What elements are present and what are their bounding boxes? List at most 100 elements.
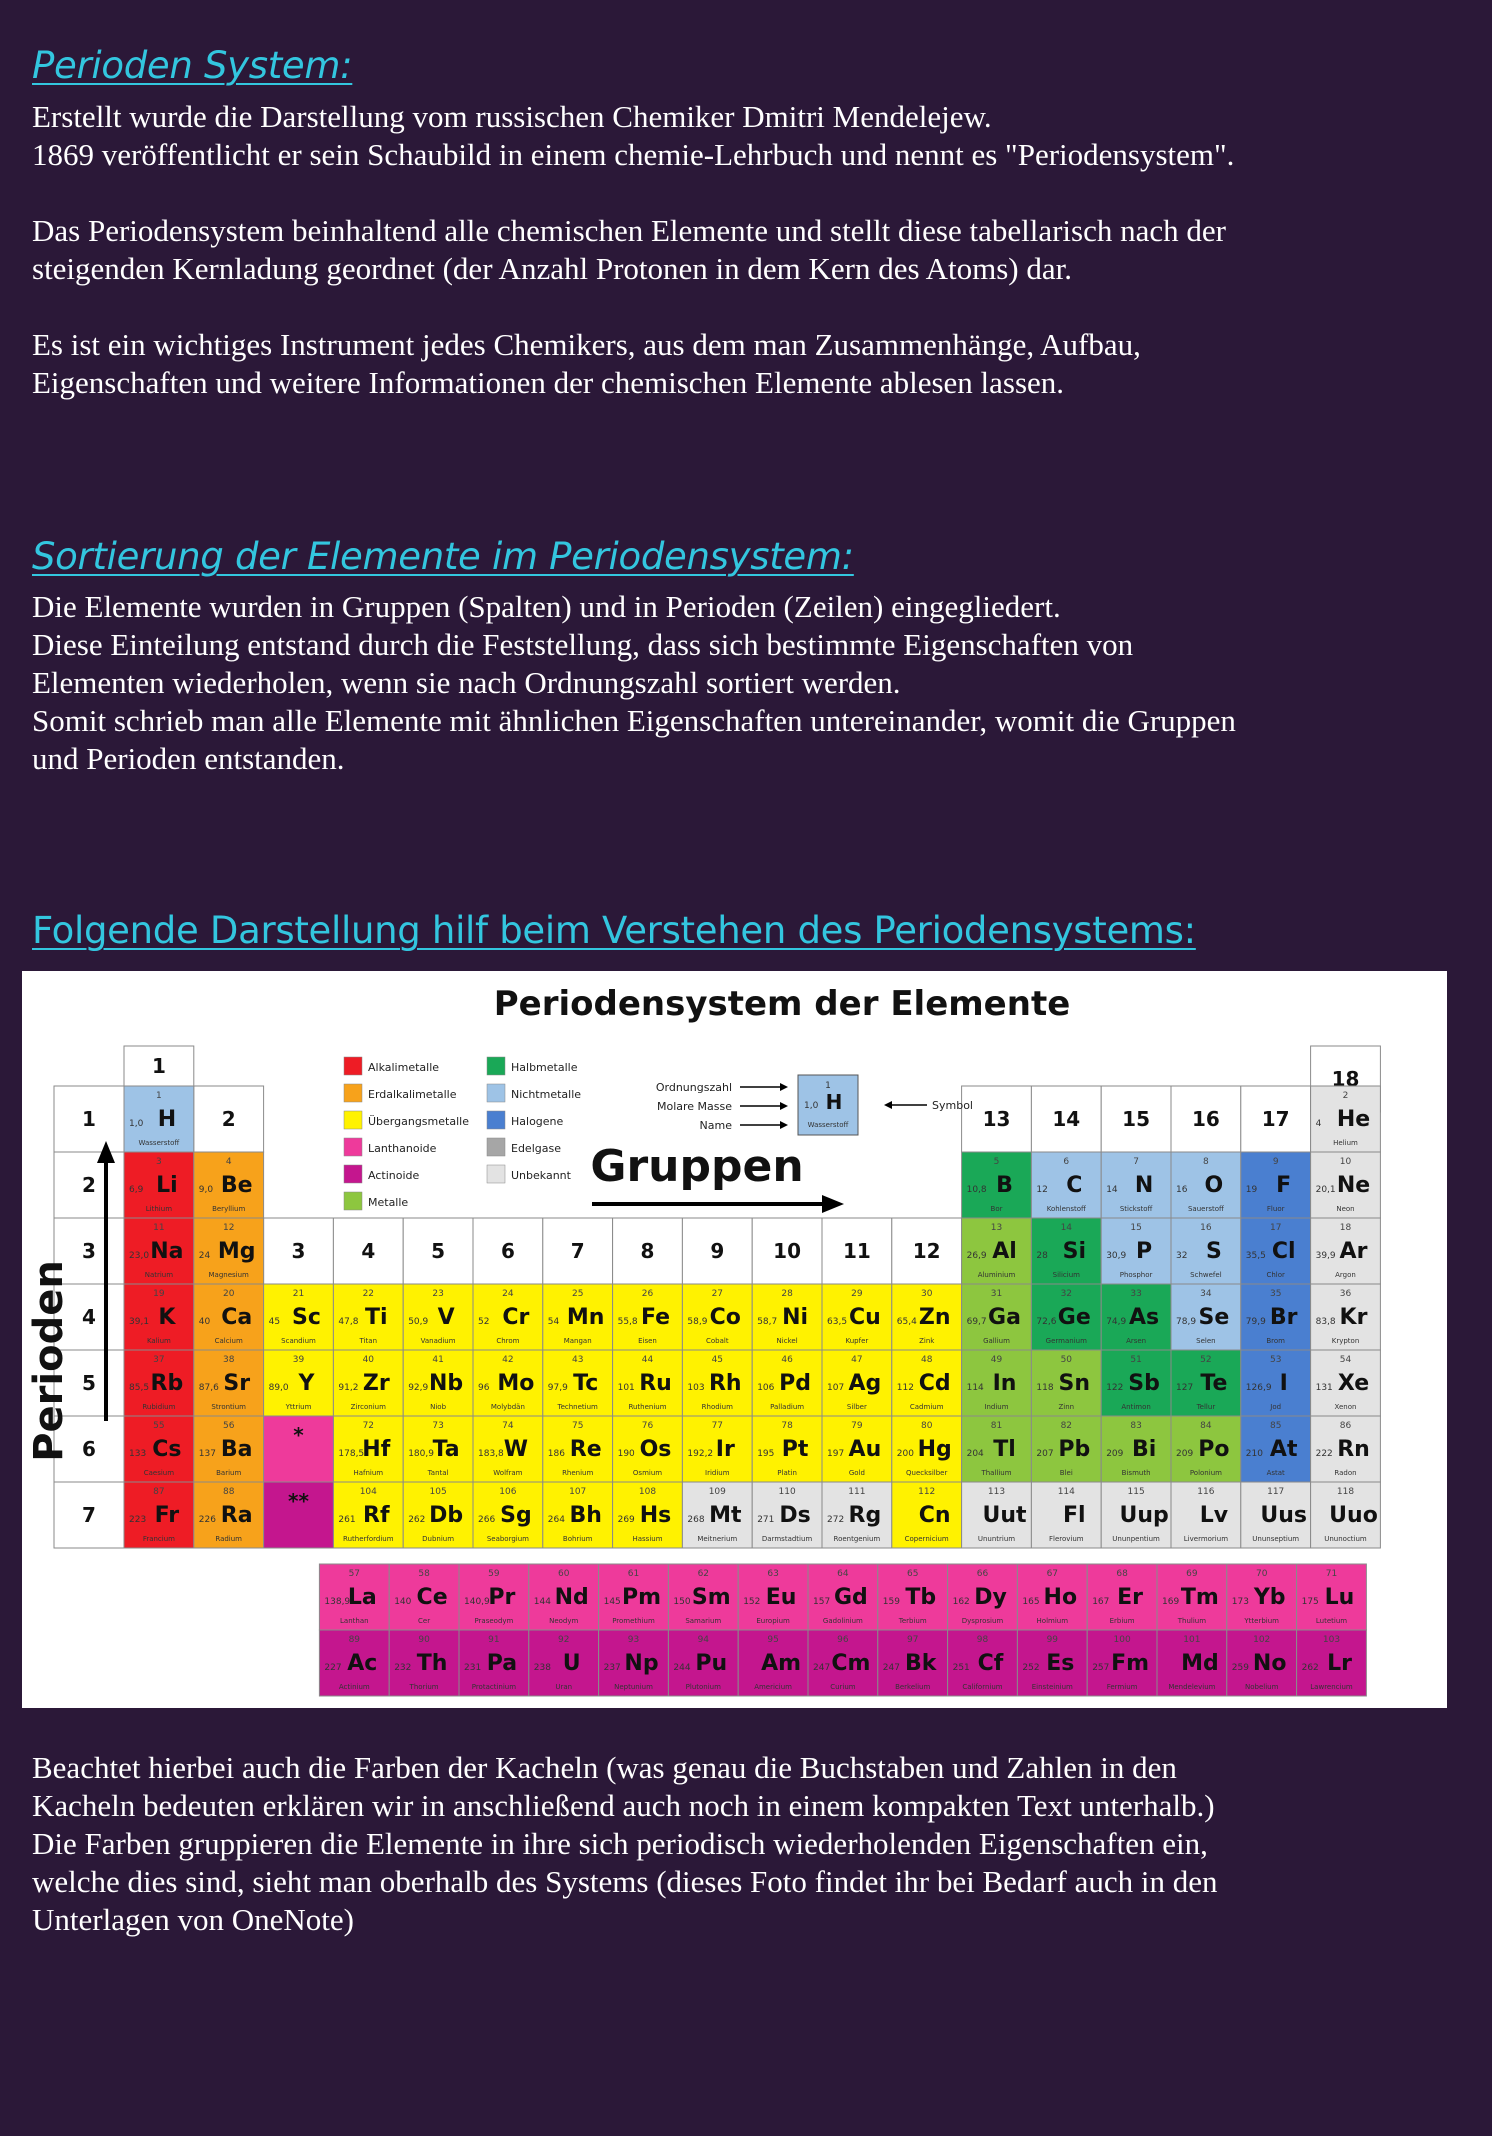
molar-mass: 192,2	[687, 1449, 713, 1459]
key-arrowhead	[780, 1102, 788, 1110]
element-symbol: Rb	[151, 1371, 184, 1396]
molar-mass: 190	[618, 1449, 635, 1459]
atomic-number: 15	[1130, 1223, 1141, 1233]
element-xe-cell: 54 Xe 131 Xenon	[1310, 1349, 1381, 1417]
element-symbol: Cf	[978, 1651, 1004, 1676]
element-symbol: Mo	[497, 1371, 534, 1396]
element-tile	[667, 1563, 739, 1631]
element-symbol: Lu	[1325, 1585, 1355, 1610]
molar-mass: 232	[394, 1663, 411, 1673]
element-bk-cell: 97 Bk 247 Berkelium	[877, 1629, 949, 1697]
element-tile	[1310, 1415, 1381, 1483]
atomic-number: 5	[994, 1157, 1000, 1167]
molar-mass: 140	[394, 1597, 411, 1607]
element-ba-cell: 56 Ba 137 Barium	[193, 1415, 265, 1483]
group-header-cell	[123, 1045, 195, 1087]
element-symbol: Cr	[502, 1305, 529, 1330]
history-text: Erstellt wurde die Darstellung vom russi…	[32, 98, 1234, 402]
element-symbol: Ti	[365, 1305, 388, 1330]
element-ag-cell: 47 Ag 107 Silber	[821, 1349, 893, 1417]
element-tile	[193, 1415, 265, 1483]
element-name: Thallium	[980, 1469, 1011, 1477]
element-tile	[472, 1283, 544, 1351]
notes-text: Beachtet hierbei auch die Farben der Kac…	[32, 1749, 1217, 1939]
key-example-number: 1	[825, 1081, 831, 1091]
element-tile	[1170, 1481, 1242, 1549]
molar-mass: 127	[1176, 1383, 1193, 1393]
atomic-number: 67	[1047, 1569, 1058, 1579]
element-name: Californium	[962, 1683, 1002, 1691]
molar-mass: 152	[743, 1597, 760, 1607]
element-symbol: Sb	[1128, 1371, 1160, 1396]
element-symbol: Am	[761, 1651, 801, 1676]
element-tile	[1100, 1415, 1172, 1483]
element-symbol: Ac	[347, 1651, 377, 1676]
element-name: Yttrium	[285, 1403, 312, 1411]
period-header-cell	[53, 1283, 125, 1351]
atomic-number: 98	[977, 1635, 989, 1645]
legend-label: Lanthanoide	[368, 1142, 437, 1155]
atomic-number: 89	[349, 1635, 361, 1645]
element-ds-cell: 110 Ds 271 Darmstadtium	[751, 1481, 823, 1549]
key-label: Ordnungszahl	[656, 1081, 732, 1094]
atomic-number: 24	[502, 1289, 514, 1299]
element-name: Lithium	[146, 1205, 172, 1213]
legend-swatch	[486, 1083, 506, 1103]
element-name: Plutonium	[686, 1683, 721, 1691]
molar-mass: 87,6	[199, 1383, 219, 1393]
element-symbol: Hg	[918, 1437, 952, 1462]
atomic-number: 107	[569, 1487, 586, 1497]
element-tile	[807, 1629, 879, 1697]
atomic-number: 117	[1267, 1487, 1284, 1497]
molar-mass: 252	[1022, 1663, 1039, 1673]
element-kr-cell: 36 Kr 83,8 Krypton	[1310, 1283, 1381, 1351]
molar-mass: 89,0	[269, 1383, 289, 1393]
molar-mass: 251	[953, 1663, 970, 1673]
element-symbol: Mn	[567, 1305, 605, 1330]
element-bh-cell: 107 Bh 264 Bohrium	[542, 1481, 614, 1549]
element-tile	[528, 1563, 600, 1631]
legend-label: Nichtmetalle	[511, 1088, 581, 1101]
element-tile	[1296, 1563, 1367, 1631]
legend-label: Alkalimetalle	[368, 1061, 439, 1074]
element-nd-cell: 60 Nd 144 Neodym	[528, 1563, 600, 1631]
element-tile	[388, 1629, 460, 1697]
element-po-cell: 84 Po 209 Polonium	[1170, 1415, 1242, 1483]
element-name: Arsen	[1126, 1337, 1146, 1345]
molar-mass: 114	[967, 1383, 984, 1393]
element-name: Quecksilber	[906, 1469, 947, 1477]
element-name: Ytterbium	[1243, 1617, 1279, 1625]
element-symbol: Eu	[766, 1585, 797, 1610]
atomic-number: 72	[363, 1421, 374, 1431]
element-lu-cell: 71 Lu 175 Lutetium	[1296, 1563, 1367, 1631]
element-tile	[1030, 1151, 1102, 1219]
element-tc-cell: 43 Tc 97,9 Technetium	[542, 1349, 614, 1417]
atomic-number: 96	[837, 1635, 849, 1645]
element-symbol: Rn	[1337, 1437, 1370, 1462]
atomic-number: 103	[1323, 1635, 1340, 1645]
group-number-3: 3	[292, 1239, 306, 1263]
element-symbol: Fm	[1111, 1651, 1149, 1676]
element-name: Tellur	[1196, 1403, 1216, 1411]
element-tile	[1226, 1629, 1298, 1697]
element-name: Uran	[555, 1683, 572, 1691]
atomic-number: 29	[851, 1289, 863, 1299]
atomic-number: 108	[639, 1487, 656, 1497]
element-name: Zink	[919, 1337, 935, 1345]
symbol-arrowhead	[884, 1101, 892, 1109]
element-symbol: S	[1206, 1239, 1222, 1264]
element-tile	[737, 1629, 809, 1697]
group-number-15: 15	[1122, 1107, 1150, 1131]
molar-mass: 186	[548, 1449, 565, 1459]
element-symbol: Po	[1198, 1437, 1229, 1462]
element-name: Curium	[830, 1683, 856, 1691]
element-tile	[1310, 1217, 1381, 1285]
atomic-number: 114	[1058, 1487, 1075, 1497]
molar-mass: 39,1	[129, 1317, 149, 1327]
period-number-5: 5	[82, 1371, 96, 1395]
molar-mass: 9,0	[199, 1185, 214, 1195]
element-uut-cell: 113 Uut Ununtrium	[961, 1481, 1032, 1549]
element-symbol: Mg	[218, 1239, 256, 1264]
element-name: Xenon	[1335, 1403, 1357, 1411]
